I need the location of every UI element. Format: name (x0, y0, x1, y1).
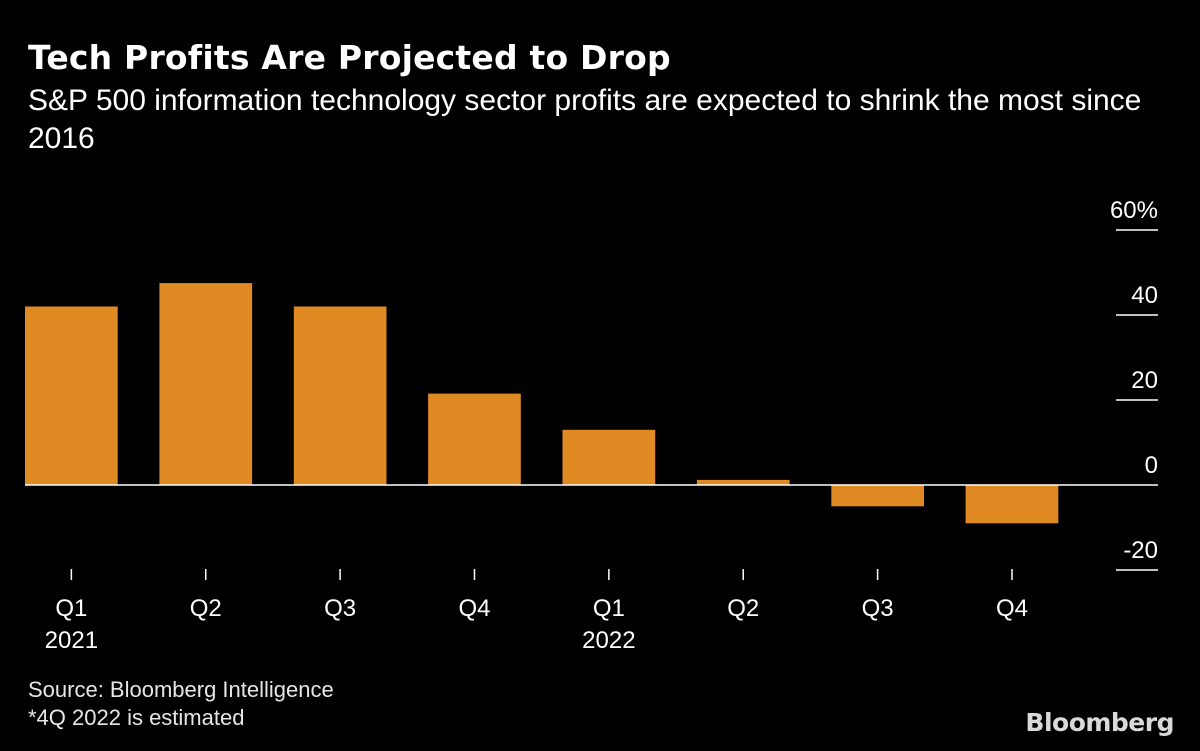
source-text: Source: Bloomberg Intelligence (28, 677, 334, 702)
bloomberg-logo: Bloomberg (1025, 708, 1174, 737)
chart-title: Tech Profits Are Projected to Drop (28, 38, 671, 77)
y-tick-label: 60% (1110, 197, 1158, 224)
bars-group (25, 283, 1059, 524)
source-note: Source: Bloomberg Intelligence *4Q 2022 … (28, 676, 334, 732)
x-year-label: 2021 (45, 627, 98, 654)
x-tick-label: Q2 (727, 595, 759, 622)
y-tick-label: -20 (1123, 537, 1158, 564)
bar-5 (562, 429, 656, 486)
y-tick-label: 0 (1145, 452, 1158, 479)
y-axis: 60% 40 20 0 -20 (25, 197, 1158, 571)
bar-1 (25, 306, 118, 485)
x-tick-label: Q3 (862, 595, 894, 622)
estimate-note: *4Q 2022 is estimated (28, 705, 245, 730)
bar-8 (965, 485, 1059, 524)
x-tick-label: Q1 (55, 595, 87, 622)
x-tick-label: Q4 (996, 595, 1028, 622)
y-tick-label: 40 (1131, 282, 1158, 309)
bar-7 (831, 485, 924, 507)
x-tick-label: Q4 (458, 595, 490, 622)
bar-4 (428, 393, 521, 485)
x-tick-label: Q3 (324, 595, 356, 622)
x-year-label: 2022 (582, 627, 635, 654)
x-axis: Q1 2021 Q2 Q3 Q4 Q1 2022 Q2 Q3 Q4 (45, 569, 1028, 654)
y-tick-label: 20 (1131, 367, 1158, 394)
bar-2 (159, 283, 253, 485)
chart-subtitle: S&P 500 information technology sector pr… (28, 84, 1142, 155)
bar-3 (293, 306, 387, 485)
x-tick-label: Q1 (593, 595, 625, 622)
x-tick-label: Q2 (190, 595, 222, 622)
bar-6 (696, 479, 790, 485)
